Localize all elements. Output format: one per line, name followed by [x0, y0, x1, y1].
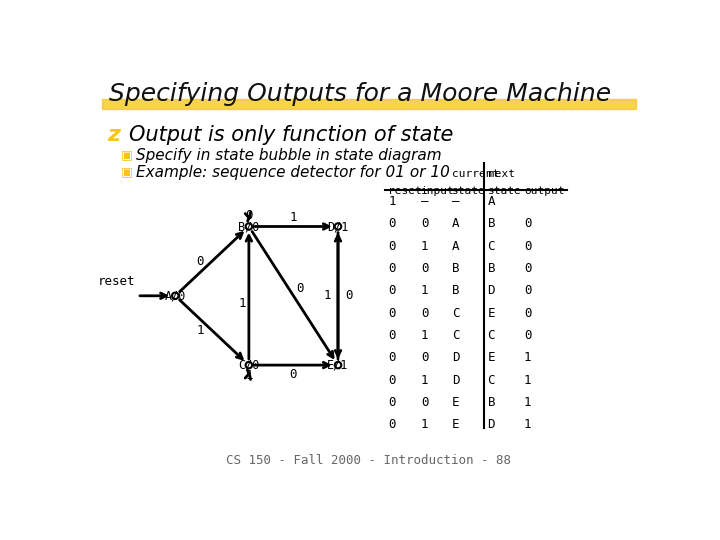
Text: current: current [452, 169, 499, 179]
Text: 0: 0 [524, 284, 531, 297]
Text: 0: 0 [388, 374, 396, 387]
Text: D: D [487, 284, 495, 297]
Text: 1: 1 [239, 297, 246, 310]
Text: state: state [452, 186, 486, 195]
Text: 0: 0 [388, 329, 396, 342]
Text: 1: 1 [388, 195, 396, 208]
Text: C: C [487, 329, 495, 342]
Circle shape [246, 362, 252, 368]
Text: 0: 0 [524, 217, 531, 230]
Text: B: B [487, 262, 495, 275]
Text: 1: 1 [421, 329, 428, 342]
Text: C: C [487, 240, 495, 253]
Text: reset: reset [97, 275, 135, 288]
Text: 0: 0 [388, 396, 396, 409]
Text: A: A [452, 240, 459, 253]
Text: Example: sequence detector for 01 or 10: Example: sequence detector for 01 or 10 [137, 165, 451, 180]
Text: B: B [487, 217, 495, 230]
Text: 0: 0 [524, 329, 531, 342]
Bar [102, 99, 636, 110]
Text: 1: 1 [421, 374, 428, 387]
Text: 1: 1 [421, 240, 428, 253]
Text: E: E [452, 418, 459, 431]
Text: 1: 1 [323, 289, 331, 302]
Text: A: A [452, 217, 459, 230]
Text: C: C [452, 329, 459, 342]
Text: 0: 0 [421, 307, 428, 320]
Text: E: E [487, 307, 495, 320]
Text: 0: 0 [345, 289, 353, 302]
Circle shape [335, 362, 341, 368]
Text: C: C [452, 307, 459, 320]
Text: 0: 0 [524, 307, 531, 320]
Text: B: B [452, 262, 459, 275]
Text: 0: 0 [289, 368, 297, 381]
Text: 1: 1 [524, 418, 531, 431]
Text: 0: 0 [197, 255, 204, 268]
Text: 1: 1 [524, 374, 531, 387]
Text: 0: 0 [388, 217, 396, 230]
Text: D: D [452, 351, 459, 364]
Text: 1: 1 [245, 369, 253, 382]
Text: 1: 1 [421, 418, 428, 431]
Text: 0: 0 [388, 240, 396, 253]
Text: Specify in state bubble in state diagram: Specify in state bubble in state diagram [137, 148, 442, 163]
Text: output: output [524, 186, 564, 195]
Text: D/1: D/1 [328, 220, 348, 233]
Text: D: D [487, 418, 495, 431]
Text: reset: reset [388, 186, 422, 195]
Text: state: state [487, 186, 521, 195]
Text: 0: 0 [421, 396, 428, 409]
Text: 1: 1 [524, 396, 531, 409]
Text: 0: 0 [388, 351, 396, 364]
Text: ▣: ▣ [121, 148, 132, 161]
Text: 0: 0 [296, 281, 303, 295]
Text: CS 150 - Fall 2000 - Introduction - 88: CS 150 - Fall 2000 - Introduction - 88 [227, 454, 511, 467]
Text: A/0: A/0 [165, 289, 186, 302]
Circle shape [246, 223, 252, 230]
Text: 0: 0 [388, 262, 396, 275]
Text: 1: 1 [197, 324, 204, 337]
Text: D: D [452, 374, 459, 387]
Text: 0: 0 [524, 262, 531, 275]
Text: next: next [487, 169, 515, 179]
Text: C: C [487, 374, 495, 387]
Circle shape [172, 293, 179, 299]
Text: E: E [452, 396, 459, 409]
Text: Specifying Outputs for a Moore Machine: Specifying Outputs for a Moore Machine [109, 82, 611, 106]
Text: –: – [421, 195, 428, 208]
Text: E: E [487, 351, 495, 364]
Text: B: B [487, 396, 495, 409]
Text: A: A [487, 195, 495, 208]
Text: 0: 0 [421, 217, 428, 230]
Text: 0: 0 [388, 418, 396, 431]
Text: C/0: C/0 [238, 359, 260, 372]
Circle shape [335, 223, 341, 230]
Text: 1: 1 [421, 284, 428, 297]
Text: 0: 0 [524, 240, 531, 253]
Text: 0: 0 [421, 262, 428, 275]
Text: E/1: E/1 [328, 359, 348, 372]
Text: 1: 1 [289, 211, 297, 224]
Text: 0: 0 [388, 284, 396, 297]
Text: ▣: ▣ [121, 165, 132, 178]
Text: z: z [107, 125, 120, 145]
Text: input: input [421, 186, 454, 195]
Text: 0: 0 [388, 307, 396, 320]
Text: 1: 1 [524, 351, 531, 364]
Text: 0: 0 [245, 210, 253, 222]
Text: –: – [452, 195, 459, 208]
Text: B: B [452, 284, 459, 297]
Text: B/0: B/0 [238, 220, 260, 233]
Text: Output is only function of state: Output is only function of state [129, 125, 453, 145]
Text: 0: 0 [421, 351, 428, 364]
